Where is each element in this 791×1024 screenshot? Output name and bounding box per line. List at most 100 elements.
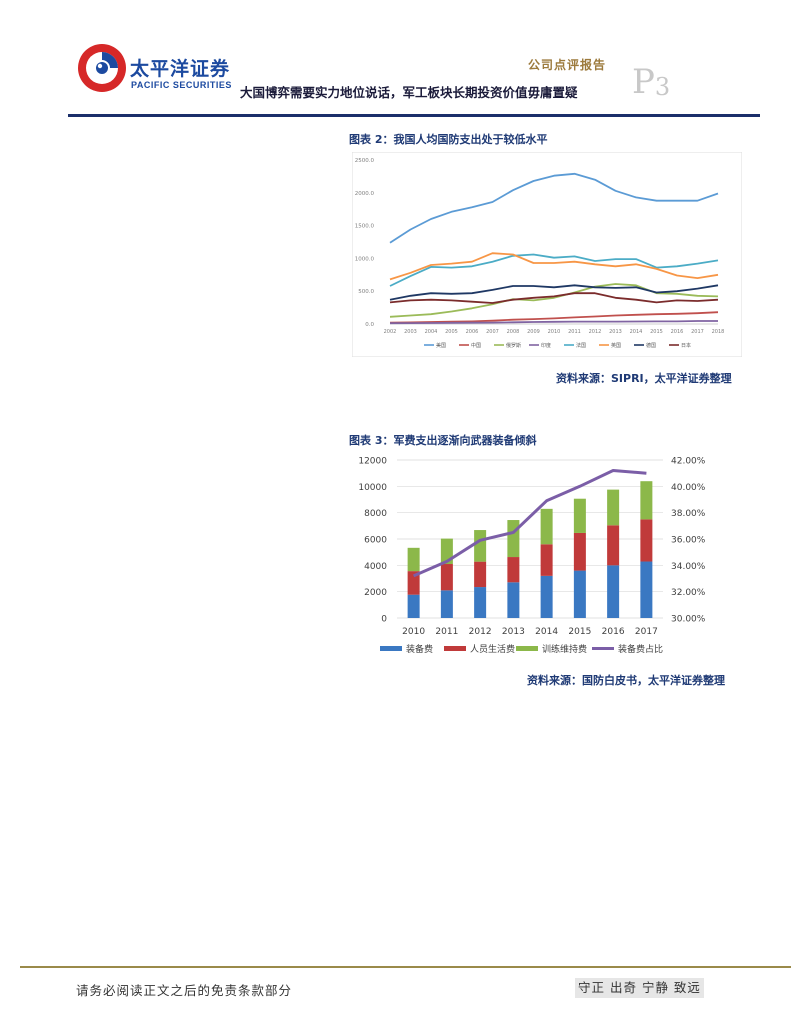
legend-swatch: [380, 646, 402, 651]
bar-segment: [540, 544, 553, 576]
header-divider: [68, 114, 760, 117]
x-tick-label: 2013: [502, 627, 525, 637]
bar-segment: [507, 557, 520, 583]
bar-segment: [540, 575, 553, 618]
series-line: [389, 311, 719, 324]
chart-frame: [352, 152, 742, 357]
legend-label: 装备费占比: [618, 643, 663, 655]
x-tick-label: 2011: [568, 329, 581, 335]
bar-segment: [640, 519, 653, 562]
bar-segment: [474, 561, 487, 588]
legend-label: 印度: [541, 342, 551, 349]
legend-label: 俄罗斯: [506, 342, 521, 349]
legend-label: 人员生活费: [470, 643, 515, 655]
disclaimer-text: 请务必阅读正文之后的免责条款部分: [76, 983, 293, 998]
x-tick-label: 2014: [535, 627, 558, 637]
bar-segment: [407, 571, 420, 595]
x-tick-label: 2017: [635, 627, 658, 637]
bar-segment: [607, 565, 620, 618]
y-tick-label: 2500.0: [355, 158, 375, 164]
series-line: [389, 320, 718, 325]
y-tick-label: 10000: [358, 483, 387, 493]
legend-label: 中国: [471, 342, 481, 349]
brand-name-en: PACIFIC SECURITIES: [131, 80, 232, 90]
y-tick-label: 1000.0: [355, 256, 375, 262]
report-type: 公司点评报告: [528, 58, 607, 72]
page-digit: 3: [654, 73, 671, 101]
figure-2-source: 资料来源：SIPRI，太平洋证券整理: [556, 372, 732, 385]
page-letter: P: [632, 62, 655, 102]
y-tick-label: 0: [381, 615, 387, 625]
report-title: 大国博弈需要实力地位说话，军工板块长期投资价值毋庸置疑: [240, 85, 578, 100]
bar-segment: [407, 594, 420, 618]
x-tick-label: 2015: [568, 627, 591, 637]
figure-3-source: 资料来源：国防白皮书，太平洋证券整理: [527, 674, 725, 687]
y-tick-label: 2000: [364, 588, 387, 598]
bar-segment: [474, 530, 487, 562]
bar-segment: [573, 532, 586, 571]
bar-segment: [440, 538, 453, 565]
series-line: [389, 284, 719, 301]
bar-segment: [440, 564, 453, 591]
company-logo: [74, 40, 234, 98]
figure-2-caption: 图表 2：我国人均国防支出处于较低水平: [349, 133, 548, 146]
y-tick-label: 0.0: [365, 322, 374, 328]
x-tick-label: 2010: [548, 329, 561, 335]
x-tick-label: 2009: [527, 329, 540, 335]
y2-tick-label: 32.00%: [671, 588, 706, 598]
bar-segment: [640, 561, 653, 618]
series-line: [389, 172, 719, 244]
brand-name-cn: 太平洋证券: [130, 58, 231, 80]
military-spending-chart: 0 2000 4000 6000 8000 10000 12000 30.00% 32.00% 3…: [358, 457, 706, 656]
y-tick-label: 4000: [364, 562, 387, 572]
bar-segment: [607, 525, 620, 566]
x-tick-label: 2011: [435, 627, 458, 637]
bar-segment: [507, 582, 520, 618]
bar-segment: [440, 590, 453, 618]
legend-label: 训练维持费: [542, 643, 587, 655]
legend-swatch: [444, 646, 466, 651]
y2-tick-label: 30.00%: [671, 615, 706, 625]
x-tick-label: 2003: [404, 329, 417, 335]
y-tick-label: 8000: [364, 509, 387, 519]
x-tick-label: 2012: [469, 627, 492, 637]
x-tick-label: 2010: [402, 627, 425, 637]
y-tick-label: 1500.0: [355, 224, 375, 230]
y-tick-label: 2000.0: [355, 191, 375, 197]
bar-segment: [407, 547, 420, 572]
series-line: [389, 253, 719, 287]
legend-label: 英国: [611, 342, 621, 349]
bar-segment: [573, 498, 586, 533]
legend-label: 德国: [646, 342, 656, 349]
series-line: [389, 252, 719, 281]
series-line: [389, 292, 719, 304]
bar-segment: [573, 570, 586, 618]
x-tick-label: 2005: [445, 329, 458, 335]
x-tick-label: 2017: [691, 329, 704, 335]
x-tick-label: 2008: [507, 329, 520, 335]
per-capita-defense-chart: 0.0 500.0 1000.0 1500.0 2000.0 2500.0 2002 2003…: [352, 152, 742, 357]
logo-emblem-icon: [78, 44, 126, 92]
y2-tick-label: 38.00%: [671, 509, 706, 519]
ratio-line: [413, 469, 647, 578]
series-line: [389, 283, 719, 318]
figure-3-caption: 图表 3：军费支出逐渐向武器装备倾斜: [349, 434, 537, 447]
x-tick-label: 2018: [712, 329, 725, 335]
x-tick-label: 2002: [384, 329, 397, 335]
bar-segment: [507, 520, 520, 558]
legend-label: 日本: [681, 342, 691, 349]
legend-label: 美国: [436, 342, 446, 349]
x-tick-label: 2013: [609, 329, 622, 335]
bar-segment: [640, 481, 653, 520]
y2-tick-label: 40.00%: [671, 483, 706, 493]
x-tick-label: 2016: [602, 627, 625, 637]
bar-segment: [474, 587, 487, 618]
bar-segment: [607, 489, 620, 526]
x-tick-label: 2012: [589, 329, 602, 335]
x-tick-label: 2015: [650, 329, 663, 335]
y2-tick-label: 34.00%: [671, 562, 706, 572]
y-tick-label: 6000: [364, 536, 387, 546]
bar-segment: [540, 508, 553, 545]
x-tick-label: 2014: [630, 329, 643, 335]
footer-divider: [20, 966, 791, 968]
